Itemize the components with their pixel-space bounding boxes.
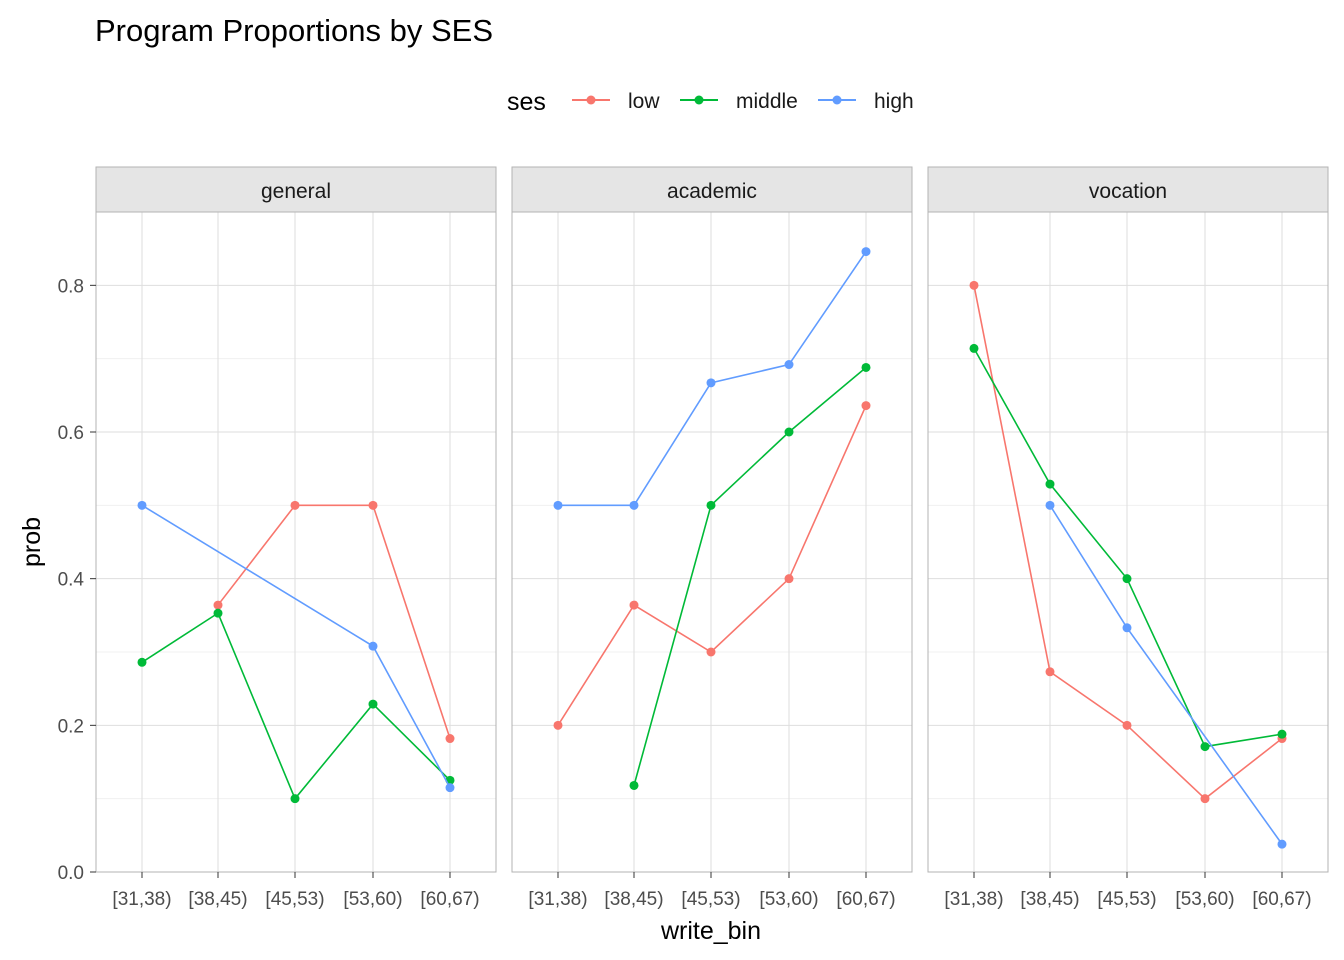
panel-vocation: vocation [31,38) [38,45) [45,53) [53,60) [60,… <box>928 167 1328 910</box>
series-line-middle <box>634 367 866 785</box>
y-axis-title: prob <box>18 517 46 567</box>
x-tick-label: [38,45) <box>188 889 247 910</box>
data-point-low <box>554 721 563 730</box>
y-tick-label: 0.8 <box>58 276 84 297</box>
panel-border <box>512 212 912 872</box>
panel-academic: academic [31,38) [38,45) [45,53) [53,60) [60,… <box>512 167 912 910</box>
data-point-low <box>862 401 871 410</box>
data-point-middle <box>1278 730 1287 739</box>
legend-key-point <box>587 96 596 105</box>
x-tick-label: [45,53) <box>265 889 324 910</box>
data-point-middle <box>785 428 794 437</box>
series-line-low <box>558 406 866 726</box>
x-tick-label: [53,60) <box>1175 889 1234 910</box>
data-point-high <box>446 783 455 792</box>
x-tick-label: [53,60) <box>343 889 402 910</box>
data-point-low <box>707 648 716 657</box>
data-point-middle <box>138 658 147 667</box>
x-tick-label: [45,53) <box>1097 889 1156 910</box>
legend-entry-middle: middle <box>680 90 798 113</box>
panel-border <box>96 212 496 872</box>
panel-border <box>928 212 1328 872</box>
series-line-high <box>142 505 450 787</box>
x-tick-label: [45,53) <box>681 889 740 910</box>
y-tick-label: 0.2 <box>58 716 84 737</box>
data-point-low <box>446 734 455 743</box>
x-tick-label: [60,67) <box>836 889 895 910</box>
series-line-high <box>1050 505 1282 844</box>
legend-title: ses <box>507 88 546 116</box>
data-point-low <box>291 501 300 510</box>
x-tick-label: [38,45) <box>604 889 663 910</box>
legend-label: low <box>628 90 660 113</box>
legend: ses low middle high <box>507 88 914 116</box>
panel-general: general [31,38) [38,45) [45,53) [53,60) [60,6… <box>96 167 496 910</box>
series-line-high <box>558 252 866 506</box>
x-tick-label: [31,38) <box>944 889 1003 910</box>
legend-label: high <box>874 90 914 113</box>
y-tick-label: 0.6 <box>58 423 84 444</box>
facet-strip-label: academic <box>667 180 757 203</box>
x-tick-label: [31,38) <box>112 889 171 910</box>
data-point-high <box>862 247 871 256</box>
data-point-low <box>785 574 794 583</box>
data-point-high <box>785 360 794 369</box>
data-point-middle <box>1201 742 1210 751</box>
chart-title: Program Proportions by SES <box>95 13 493 48</box>
data-point-high <box>554 501 563 510</box>
legend-entry-low: low <box>572 90 660 113</box>
data-point-middle <box>214 609 223 618</box>
data-point-high <box>707 378 716 387</box>
series-line-middle <box>142 613 450 799</box>
x-tick-label: [38,45) <box>1020 889 1079 910</box>
data-point-low <box>630 601 639 610</box>
facet-panels: general [31,38) [38,45) [45,53) [53,60) [60,6… <box>96 167 1328 910</box>
data-point-middle <box>630 781 639 790</box>
facet-strip-label: vocation <box>1089 180 1167 203</box>
x-axis-title: write_bin <box>660 917 761 945</box>
data-point-low <box>970 281 979 290</box>
data-point-middle <box>291 794 300 803</box>
x-tick-label: [60,67) <box>420 889 479 910</box>
data-point-high <box>138 501 147 510</box>
data-point-middle <box>862 363 871 372</box>
y-tick-label: 0.4 <box>58 570 85 591</box>
facet-strip-label: general <box>261 180 331 203</box>
data-point-low <box>369 501 378 510</box>
data-point-low <box>1201 794 1210 803</box>
series-line-middle <box>974 348 1282 746</box>
legend-key-point <box>833 96 842 105</box>
data-point-high <box>1046 501 1055 510</box>
data-point-middle <box>707 501 716 510</box>
data-point-high <box>1123 623 1132 632</box>
data-point-high <box>369 642 378 651</box>
y-tick-label: 0.0 <box>58 863 84 884</box>
x-tick-label: [53,60) <box>759 889 818 910</box>
x-tick-label: [60,67) <box>1252 889 1311 910</box>
legend-entry-high: high <box>818 90 914 113</box>
data-point-middle <box>1123 574 1132 583</box>
data-point-middle <box>970 344 979 353</box>
x-tick-label: [31,38) <box>528 889 587 910</box>
data-point-low <box>214 601 223 610</box>
legend-label: middle <box>736 90 798 113</box>
data-point-low <box>1123 721 1132 730</box>
legend-key-point <box>695 96 704 105</box>
data-point-low <box>1046 667 1055 676</box>
data-point-high <box>1278 840 1287 849</box>
data-point-high <box>630 501 639 510</box>
data-point-middle <box>369 700 378 709</box>
data-point-middle <box>1046 480 1055 489</box>
